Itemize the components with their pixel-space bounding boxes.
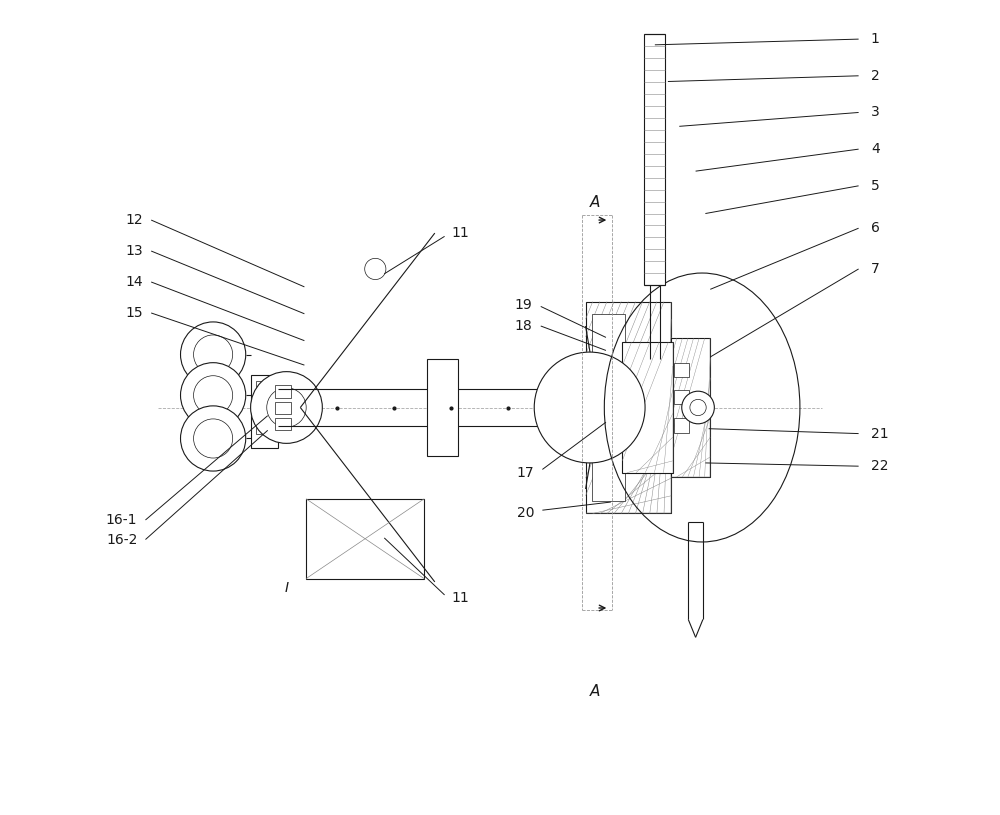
- Text: 12: 12: [125, 213, 143, 227]
- Bar: [674, 418, 689, 433]
- Text: 5: 5: [871, 178, 880, 193]
- Text: 16-1: 16-1: [106, 513, 137, 527]
- Text: 4: 4: [871, 142, 880, 156]
- Text: 16-2: 16-2: [106, 532, 137, 547]
- Bar: [275, 385, 291, 398]
- Circle shape: [181, 406, 246, 471]
- Text: I: I: [284, 581, 289, 596]
- Circle shape: [534, 352, 645, 463]
- Text: 18: 18: [515, 319, 533, 333]
- Text: 21: 21: [871, 426, 888, 441]
- Bar: [674, 363, 689, 377]
- Text: 6: 6: [871, 221, 880, 236]
- Text: 17: 17: [517, 465, 534, 480]
- Text: 11: 11: [451, 591, 469, 606]
- Bar: [674, 390, 689, 404]
- Bar: [622, 342, 673, 473]
- Text: 3: 3: [871, 105, 880, 120]
- Text: 15: 15: [125, 306, 143, 320]
- Bar: [256, 424, 264, 434]
- Text: 7: 7: [871, 262, 880, 276]
- Circle shape: [251, 372, 322, 443]
- Text: 22: 22: [871, 459, 888, 474]
- Text: 19: 19: [515, 297, 533, 312]
- Text: 11: 11: [451, 226, 469, 240]
- Bar: [586, 302, 671, 513]
- Bar: [256, 381, 264, 391]
- Bar: [306, 499, 424, 579]
- Bar: [251, 375, 278, 448]
- Bar: [427, 359, 458, 456]
- Bar: [275, 402, 291, 414]
- Text: A: A: [590, 195, 601, 209]
- Bar: [592, 314, 625, 501]
- Text: 1: 1: [871, 32, 880, 46]
- Text: 20: 20: [517, 506, 534, 521]
- Text: 13: 13: [125, 244, 143, 258]
- Bar: [671, 338, 710, 477]
- Circle shape: [181, 322, 246, 387]
- Bar: [256, 403, 264, 412]
- Text: 2: 2: [871, 68, 880, 83]
- Bar: [644, 34, 665, 285]
- Text: A: A: [590, 684, 601, 698]
- Circle shape: [181, 363, 246, 428]
- Bar: [275, 418, 291, 430]
- Text: 14: 14: [125, 275, 143, 289]
- Circle shape: [682, 391, 714, 424]
